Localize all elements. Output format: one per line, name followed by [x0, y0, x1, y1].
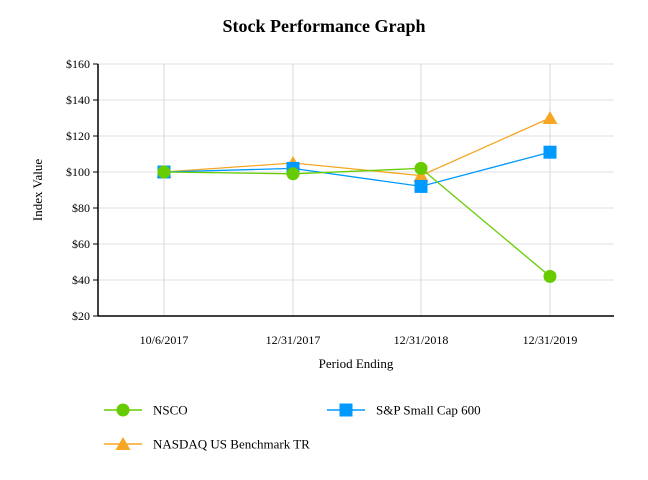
- x-axis-label: Period Ending: [319, 356, 394, 371]
- y-tick-label: $120: [66, 129, 90, 143]
- y-tick-label: $40: [72, 273, 90, 287]
- series-line-2: [163, 117, 551, 177]
- x-tick-label: 12/31/2018: [394, 333, 449, 347]
- x-tick-label: 10/6/2017: [140, 333, 189, 347]
- y-axis-label: Index Value: [30, 159, 45, 221]
- data-point-triangle: [542, 111, 558, 124]
- x-tick-label: 12/31/2017: [266, 333, 321, 347]
- legend-marker-circle: [116, 403, 130, 417]
- chart-title: Stock Performance Graph: [222, 16, 426, 36]
- y-tick-label: $140: [66, 93, 90, 107]
- data-point-circle: [414, 161, 428, 175]
- y-tick-label: $60: [72, 237, 90, 251]
- data-point-square: [543, 145, 557, 159]
- data-point-square: [414, 179, 428, 193]
- legend-label: NASDAQ US Benchmark TR: [153, 437, 310, 452]
- legend-label: S&P Small Cap 600: [376, 403, 481, 418]
- legend-marker-triangle: [115, 437, 131, 450]
- data-point-circle: [286, 167, 300, 181]
- series-line-0: [163, 167, 551, 277]
- data-point-circle: [543, 269, 557, 283]
- legend-label: NSCO: [153, 403, 188, 418]
- data-point-circle: [157, 165, 171, 179]
- y-tick-label: $80: [72, 201, 90, 215]
- series-line-1: [163, 151, 551, 188]
- x-tick-label: 12/31/2019: [523, 333, 578, 347]
- y-tick-label: $20: [72, 309, 90, 323]
- legend-marker-square: [339, 403, 353, 417]
- y-tick-label: $160: [66, 57, 90, 71]
- y-tick-label: $100: [66, 165, 90, 179]
- data-point-triangle: [413, 168, 429, 182]
